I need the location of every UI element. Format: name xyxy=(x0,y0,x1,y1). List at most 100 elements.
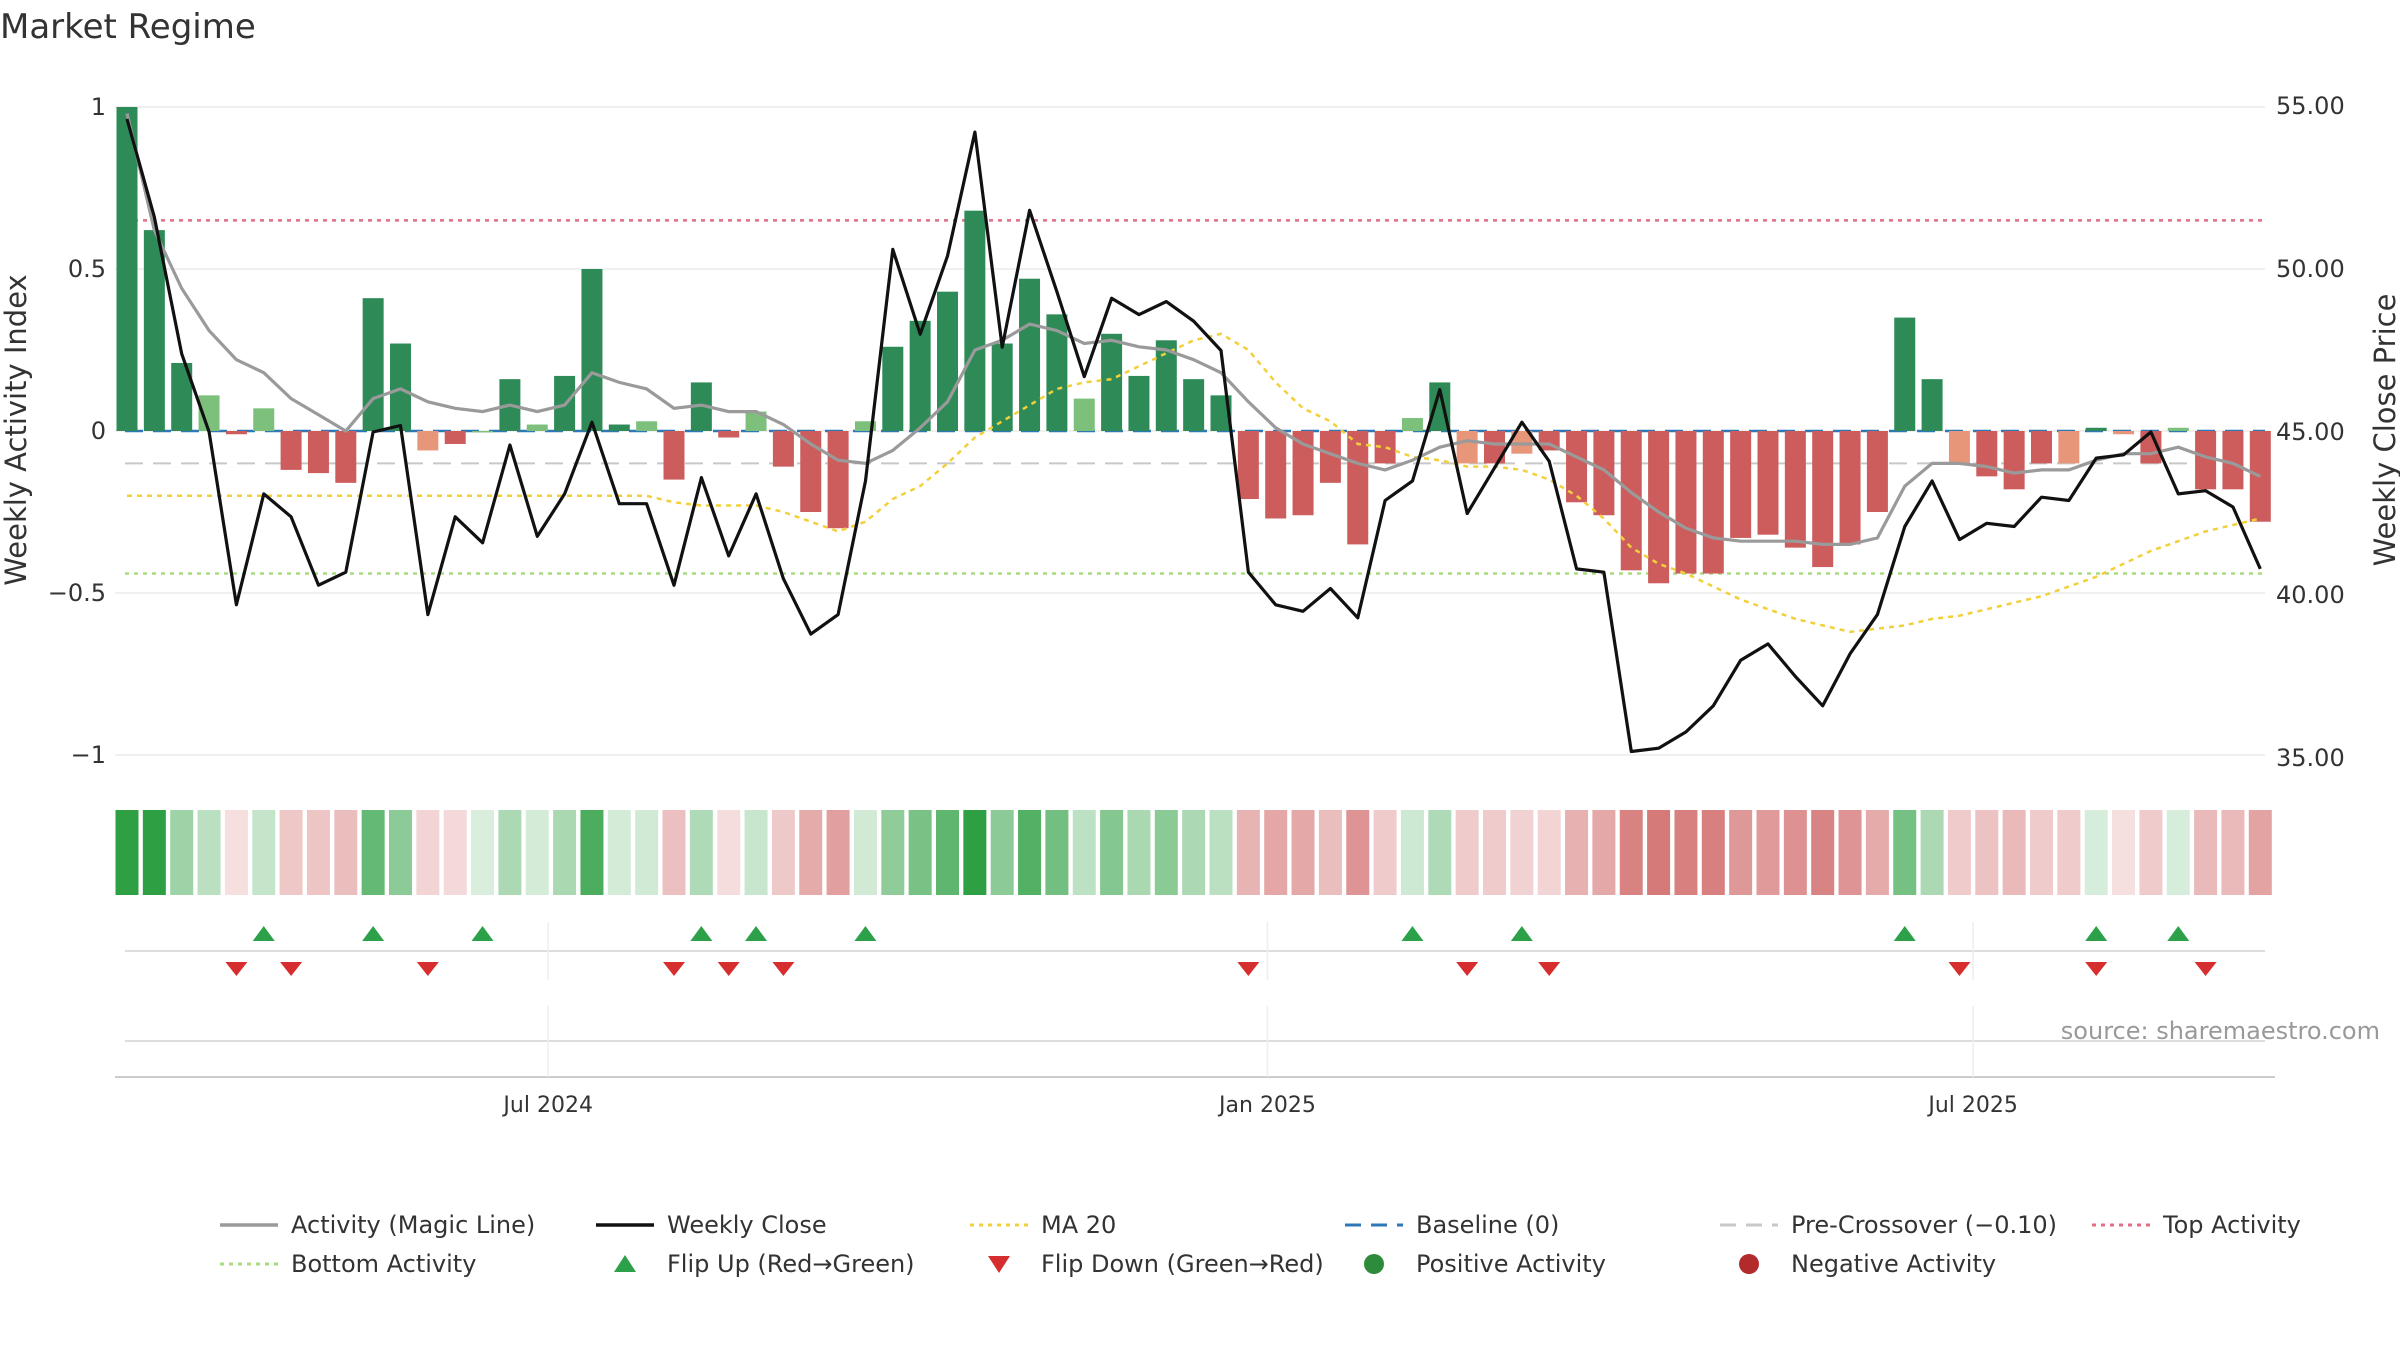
legend-item: Weekly Close xyxy=(596,1211,827,1239)
regime-cell xyxy=(1072,810,1096,895)
legend-swatch-triangle-up xyxy=(614,1255,636,1272)
activity-bar xyxy=(909,320,931,431)
regime-cell xyxy=(443,810,467,895)
regime-cell xyxy=(1838,810,1862,895)
regime-cell xyxy=(553,810,577,895)
regime-cell xyxy=(2112,810,2136,895)
activity-bar xyxy=(280,431,302,470)
activity-bar xyxy=(2085,427,2107,431)
legend-label: Bottom Activity xyxy=(291,1250,476,1278)
activity-bar xyxy=(636,421,658,431)
regime-cell xyxy=(361,810,385,895)
flip-markers xyxy=(125,922,2265,980)
activity-bar xyxy=(143,230,165,431)
left-tick-label: −0.5 xyxy=(48,579,106,607)
activity-bar xyxy=(1894,317,1916,431)
activity-bar xyxy=(772,431,794,467)
activity-bar xyxy=(2167,427,2189,431)
activity-bar xyxy=(718,431,740,438)
regime-cell xyxy=(334,810,358,895)
flip-down-marker xyxy=(2194,962,2217,976)
activity-bar xyxy=(1046,314,1068,431)
activity-bar xyxy=(2113,431,2135,435)
regime-cell xyxy=(2084,810,2108,895)
regime-cell xyxy=(1920,810,1944,895)
activity-bar xyxy=(1319,431,1341,483)
legend-item: Baseline (0) xyxy=(1345,1211,1559,1239)
activity-bar xyxy=(1374,431,1396,464)
activity-bar xyxy=(1347,431,1369,545)
right-axis-label: Weekly Close Price xyxy=(2368,294,2400,567)
right-tick-label: 35.00 xyxy=(2276,744,2345,772)
left-tick-label: 0.5 xyxy=(68,255,106,283)
regime-cell xyxy=(1537,810,1561,895)
regime-cell xyxy=(771,810,795,895)
regime-cell xyxy=(170,810,194,895)
legend-label: Flip Down (Green→Red) xyxy=(1041,1250,1324,1278)
flip-up-marker xyxy=(745,926,768,941)
activity-bar xyxy=(608,424,630,431)
flip-down-marker xyxy=(1948,962,1971,976)
regime-cell xyxy=(1592,810,1616,895)
legend-item: Flip Down (Green→Red) xyxy=(988,1250,1324,1278)
activity-bar xyxy=(1784,431,1806,548)
activity-bar xyxy=(1921,379,1943,431)
regime-cell xyxy=(1236,810,1260,895)
legend-label: Negative Activity xyxy=(1791,1250,1996,1278)
activity-bar xyxy=(991,343,1013,431)
legend-item: Top Activity xyxy=(2092,1211,2301,1239)
activity-bar xyxy=(1593,431,1615,516)
regime-cell xyxy=(635,810,659,895)
regime-cell xyxy=(306,810,330,895)
regime-cell xyxy=(279,810,303,895)
activity-bar xyxy=(663,431,685,480)
regime-cell xyxy=(2139,810,2163,895)
left-tick-label: −1 xyxy=(71,741,106,769)
activity-bar xyxy=(1620,431,1642,571)
regime-cell xyxy=(1127,810,1151,895)
legend-swatch-triangle-down xyxy=(988,1256,1010,1273)
legend-label: Positive Activity xyxy=(1416,1250,1606,1278)
regime-cell xyxy=(607,810,631,895)
flip-down-marker xyxy=(1456,962,1479,976)
activity-bar xyxy=(472,431,494,433)
magic-line xyxy=(125,113,2261,547)
regime-cell xyxy=(1674,810,1698,895)
activity-bar xyxy=(1730,431,1752,538)
regime-cell xyxy=(826,810,850,895)
regime-strip xyxy=(115,810,2272,895)
date-axis: Jul 2024 Jan 2025 Jul 2025 xyxy=(115,1006,2275,1118)
regime-cell xyxy=(881,810,905,895)
flip-down-marker xyxy=(717,962,740,976)
regime-cell xyxy=(799,810,823,895)
activity-bar xyxy=(2003,431,2025,490)
regime-cell xyxy=(142,810,166,895)
legend-item: Pre-Crossover (−0.10) xyxy=(1720,1211,2057,1239)
legend-item: MA 20 xyxy=(970,1211,1116,1239)
regime-cell xyxy=(498,810,522,895)
legend-swatch-dot xyxy=(1739,1254,1759,1274)
flip-down-marker xyxy=(280,962,303,976)
legend-label: MA 20 xyxy=(1041,1211,1116,1239)
regime-cell xyxy=(115,810,139,895)
regime-cell xyxy=(1947,810,1971,895)
regime-cell xyxy=(2194,810,2218,895)
activity-bar xyxy=(2058,431,2080,464)
regime-cell xyxy=(2221,810,2245,895)
activity-bar xyxy=(1648,431,1670,584)
regime-cell xyxy=(1565,810,1589,895)
regime-cell xyxy=(1400,810,1424,895)
activity-bar xyxy=(964,210,986,431)
source-note: source: sharemaestro.com xyxy=(2061,1017,2380,1045)
regime-cell xyxy=(662,810,686,895)
regime-cell xyxy=(1756,810,1780,895)
regime-cell xyxy=(1865,810,1889,895)
activity-bar xyxy=(1101,333,1123,431)
regime-cell xyxy=(1729,810,1753,895)
date-tick-label: Jan 2025 xyxy=(1217,1093,1316,1118)
legend-label: Weekly Close xyxy=(667,1211,827,1239)
regime-cell xyxy=(1510,810,1534,895)
activity-bar xyxy=(444,431,466,444)
flip-up-marker xyxy=(1893,926,1916,941)
